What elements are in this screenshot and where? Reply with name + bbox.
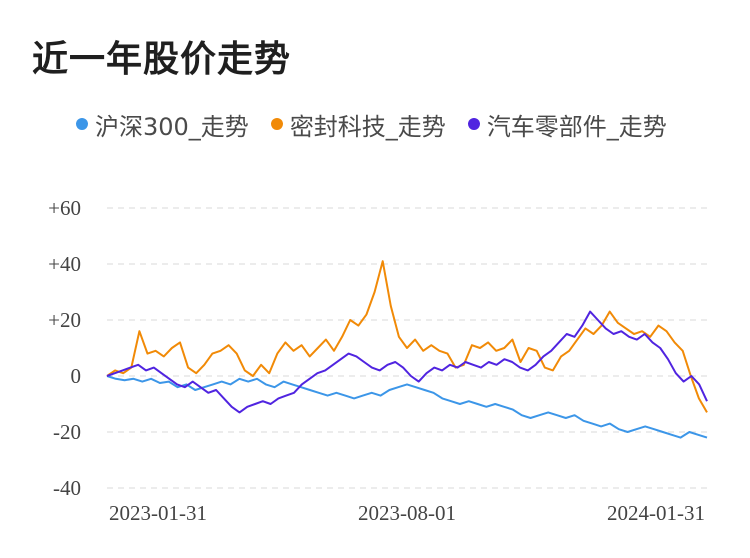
legend-label: 汽车零部件_走势 (486, 112, 667, 141)
series-line-mifeng (106, 260, 708, 413)
series-line-hs300 (106, 375, 708, 439)
y-tick-label: 0 (71, 364, 82, 388)
legend-label: 沪深300_走势 (95, 112, 249, 141)
legend-dot-icon (467, 118, 480, 130)
x-tick-label: 2024-01-31 (607, 501, 705, 525)
chart-legend: 沪深300_走势 密封科技_走势 汽车零部件_走势 (76, 107, 689, 142)
legend-item-mifeng[interactable]: 密封科技_走势 (270, 107, 446, 142)
y-tick-label: -40 (53, 476, 81, 500)
y-tick-label: +40 (48, 252, 81, 276)
legend-item-auto-parts[interactable]: 汽车零部件_走势 (467, 107, 667, 142)
chart-title: 近一年股价走势 (32, 39, 292, 80)
x-tick-label: 2023-01-31 (109, 501, 207, 525)
y-tick-label: +60 (48, 196, 81, 220)
legend-dot-icon (76, 118, 88, 130)
legend-label: 密封科技_走势 (289, 112, 446, 141)
y-tick-label: +20 (48, 308, 81, 332)
legend-dot-icon (270, 118, 283, 130)
y-tick-label: -20 (53, 420, 81, 444)
series-line-auto-parts (106, 310, 708, 414)
legend-item-hs300[interactable]: 沪深300_走势 (76, 107, 249, 142)
x-tick-label: 2023-08-01 (358, 501, 456, 525)
